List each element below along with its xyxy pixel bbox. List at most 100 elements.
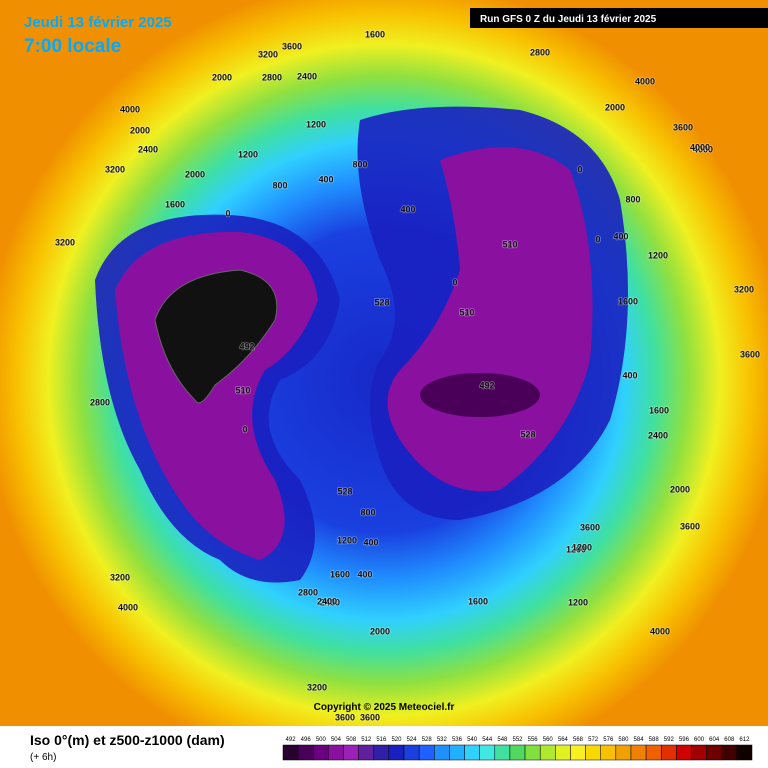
colorbar-swatch (358, 744, 375, 761)
contour-label: 510 (235, 385, 250, 395)
contour-label: 3600 (580, 522, 600, 532)
contour-label: 1200 (572, 542, 592, 552)
colorbar-swatch (343, 744, 359, 761)
footer-title: Iso 0°(m) et z500-z1000 (dam) (30, 732, 225, 748)
colorbar-label: 528 (422, 737, 433, 743)
colorbar-label: 504 (331, 737, 342, 743)
colorbar-swatch (721, 744, 738, 761)
colorbar-swatch (494, 744, 511, 761)
colorbar-label: 532 (437, 737, 448, 743)
colorbar-swatch (464, 744, 480, 761)
copyright: Copyright © 2025 Meteociel.fr (314, 702, 455, 713)
contour-label: 4000 (120, 104, 140, 114)
contour-label: 510 (502, 239, 517, 249)
contour-label: 1200 (566, 544, 586, 554)
contour-label: 3600 (335, 712, 355, 722)
contour-label: 4000 (650, 626, 670, 636)
colorbar-label: 544 (482, 737, 493, 743)
contour-label: 1600 (365, 29, 385, 39)
contour-label: 3200 (734, 284, 754, 294)
colorbar-swatch (660, 744, 677, 761)
contour-label: 0 (452, 277, 457, 287)
trough-right-core (420, 373, 540, 417)
contour-label: 3200 (110, 572, 130, 582)
contour-label: 2000 (370, 626, 390, 636)
contour-label: 2400 (320, 597, 340, 607)
run-box (470, 8, 768, 28)
contour-label: 492 (479, 380, 494, 390)
contour-label: 2400 (297, 71, 317, 81)
colorbar-swatch (297, 744, 314, 761)
time: 7:00 locale (24, 36, 121, 57)
colorbar-label: 612 (739, 737, 750, 743)
colorbar-label: 568 (573, 737, 584, 743)
contour-label: 3600 (282, 41, 302, 51)
colorbar: 492 496 500 504 508 512 516 520 524 528 532 536 540 5… (282, 737, 753, 761)
contour-label: 2400 (648, 430, 668, 440)
contour-label: 492 (239, 341, 254, 351)
colorbar-swatch (539, 744, 556, 761)
colorbar-label: 536 (452, 737, 463, 743)
colorbar-swatch (449, 744, 465, 761)
colorbar-swatch (585, 744, 601, 761)
colorbar-label: 512 (361, 737, 372, 743)
colorbar-swatch (313, 744, 329, 761)
contour-label: 2000 (185, 169, 205, 179)
colorbar-swatch (388, 744, 405, 761)
contour-label: 1200 (306, 119, 326, 129)
colorbar-swatch (509, 744, 526, 761)
footer-lead: (+ 6h) (30, 752, 56, 763)
colorbar-label: 516 (376, 737, 387, 743)
contour-label: 2400 (138, 144, 158, 154)
contour-label: 1600 (330, 569, 350, 579)
colorbar-label: 584 (634, 737, 645, 743)
contour-label: 400 (400, 204, 415, 214)
colorbar-swatch (630, 744, 647, 761)
colorbar-label: 580 (618, 737, 629, 743)
colorbar-swatch (736, 744, 753, 761)
contour-label: 3200 (55, 237, 75, 247)
contour-label: 2800 (298, 587, 318, 597)
colorbar-label: 508 (346, 737, 357, 743)
colorbar-swatch (418, 744, 435, 761)
colorbar-label: 600 (694, 737, 705, 743)
contour-label: 0 (595, 234, 600, 244)
colorbar-label: 592 (664, 737, 675, 743)
colorbar-label: 552 (512, 737, 523, 743)
colorbar-swatch (555, 744, 571, 761)
colorbar-label: 548 (497, 737, 508, 743)
contour-label: 2800 (530, 47, 550, 57)
contour-label: 400 (318, 174, 333, 184)
colorbar-label: 596 (679, 737, 690, 743)
colorbar-swatch (282, 744, 299, 761)
colorbar-label: 520 (391, 737, 402, 743)
contour-label: 3200 (307, 682, 327, 692)
contour-label: 1200 (568, 597, 588, 607)
colorbar-swatch (676, 744, 692, 761)
colorbar-label: 572 (588, 737, 599, 743)
contour-label: 400 (622, 370, 637, 380)
contour-label: 3600 (680, 521, 700, 531)
colorbar-swatch (524, 744, 541, 761)
contour-label: 4000 (118, 602, 138, 612)
colorbar-label: 492 (286, 737, 297, 743)
contour-label: 528 (337, 486, 352, 496)
date: Jeudi 13 février 2025 (24, 14, 172, 31)
contour-label: 0 (225, 208, 230, 218)
colorbar-swatch (645, 744, 662, 761)
colorbar-label: 560 (543, 737, 554, 743)
contour-label: 2000 (130, 125, 150, 135)
contour-label: 2000 (605, 102, 625, 112)
contour-label: 3600 (740, 349, 760, 359)
contour-label: 3600 (360, 712, 380, 722)
contour-label: 1200 (648, 250, 668, 260)
run: Run GFS 0 Z du Jeudi 13 février 2025 (480, 14, 657, 25)
colorbar-label: 556 (528, 737, 539, 743)
contour-label: 528 (374, 297, 389, 307)
contour-label: 1600 (165, 199, 185, 209)
colorbar-swatch (479, 744, 496, 761)
contour-label: 800 (360, 507, 375, 517)
contour-label: 4000 (635, 76, 655, 86)
